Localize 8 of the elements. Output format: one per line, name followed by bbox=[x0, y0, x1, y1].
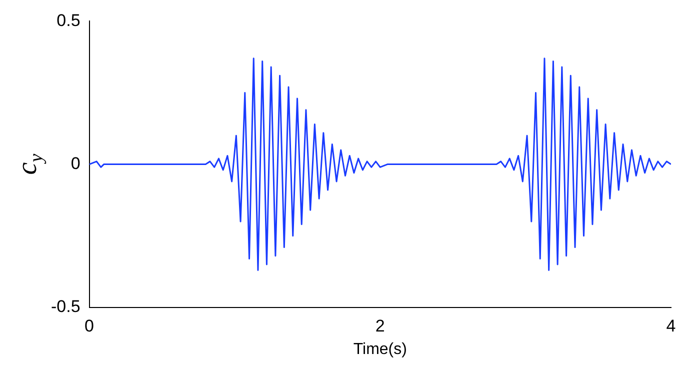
x-tick-label: 0 bbox=[84, 316, 94, 336]
y-tick-label: -0.5 bbox=[50, 297, 80, 316]
x-tick-label: 4 bbox=[666, 316, 676, 336]
y-tick-label: 0 bbox=[70, 154, 80, 173]
x-axis-title: Time(s) bbox=[353, 340, 407, 358]
y-axis-title: cy bbox=[12, 153, 47, 175]
x-tick-label: 2 bbox=[375, 316, 385, 336]
y-tick-label: 0.5 bbox=[56, 10, 80, 30]
